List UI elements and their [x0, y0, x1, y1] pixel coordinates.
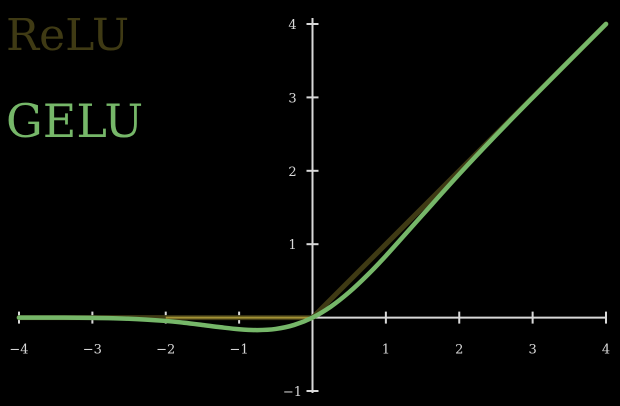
x-tick-label: 3 — [528, 343, 536, 358]
x-tick-label: −3 — [83, 343, 102, 358]
x-tick-label: −2 — [156, 343, 175, 358]
y-tick-label: 3 — [288, 91, 296, 106]
x-tick-label: 1 — [382, 343, 390, 358]
x-tick-label: −4 — [9, 343, 28, 358]
y-tick-label: 1 — [288, 238, 296, 253]
y-tick-label: 2 — [288, 165, 296, 180]
y-tick-label: 4 — [288, 18, 296, 33]
legend-relu: ReLU — [6, 10, 130, 61]
legend-gelu: GELU — [6, 94, 144, 148]
series-gelu-line — [16, 21, 609, 333]
x-tick-label: −1 — [230, 343, 249, 358]
x-tick-label: 4 — [602, 343, 610, 358]
y-tick-label: −1 — [283, 385, 302, 400]
x-tick-label: 2 — [455, 343, 463, 358]
